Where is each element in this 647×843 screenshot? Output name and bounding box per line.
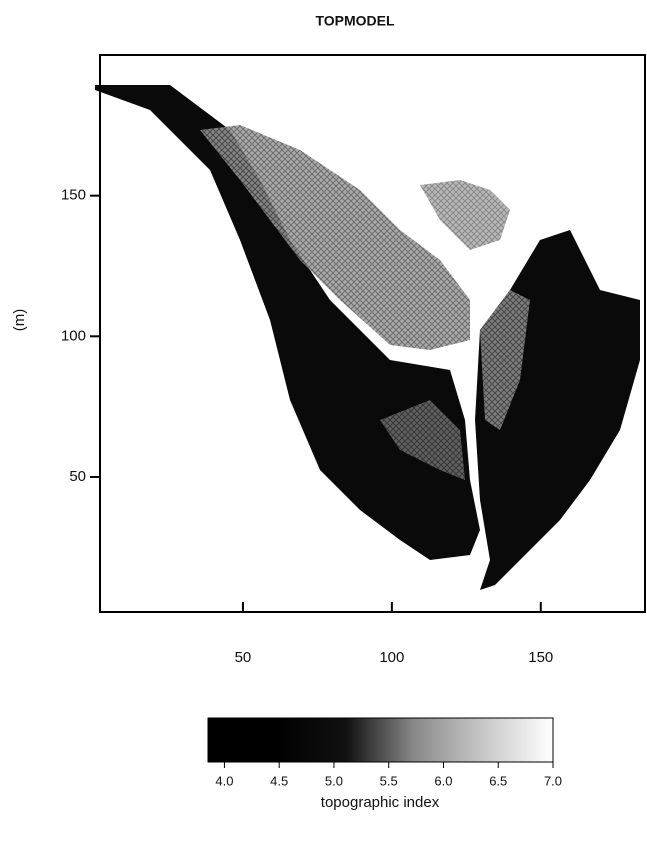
colorbar-label: topographic index	[321, 794, 440, 811]
colorbar-tick-label: 4.0	[215, 773, 233, 788]
colorbar-tick-label: 5.5	[380, 773, 398, 788]
plot-frame	[99, 54, 646, 613]
colorbar	[207, 717, 554, 763]
colorbar-tick-label: 5.0	[325, 773, 343, 788]
colorbar-tick-label: 7.0	[544, 773, 562, 788]
y-tick-label: 50	[69, 468, 86, 485]
y-axis-label: (m)	[11, 309, 28, 332]
x-tick-label: 150	[528, 649, 553, 666]
colorbar-tick-label: 4.5	[270, 773, 288, 788]
x-tick-label: 100	[379, 649, 404, 666]
y-tick-label: 100	[61, 327, 86, 344]
x-tick-label: 50	[235, 649, 252, 666]
raster-map	[95, 85, 640, 590]
colorbar-tick-label: 6.5	[489, 773, 507, 788]
chart-title: TOPMODEL	[315, 13, 395, 29]
colorbar-tick-label: 6.0	[434, 773, 452, 788]
y-tick-label: 150	[61, 187, 86, 204]
